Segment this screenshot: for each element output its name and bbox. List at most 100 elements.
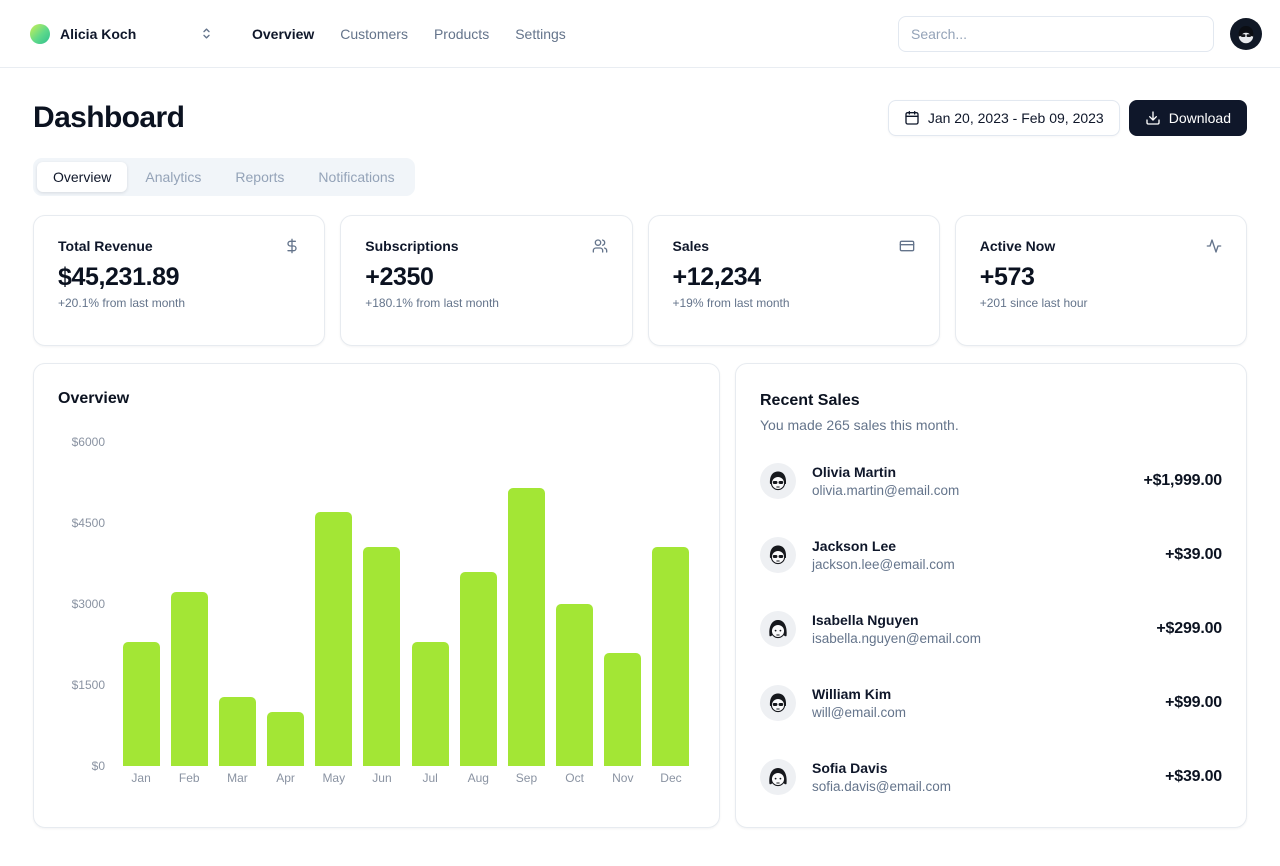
y-axis-tick: $6000 xyxy=(71,435,105,449)
bar-chart: $6000 $4500 $3000 $1500 $0 Jan Feb Mar Apr May Ju… xyxy=(58,435,695,785)
bar-apr xyxy=(267,712,305,766)
bar-oct xyxy=(556,604,594,766)
bar-mar xyxy=(218,697,256,766)
stat-card-change: +20.1% from last month xyxy=(58,296,186,310)
tabs: Overview Analytics Reports Notifications xyxy=(33,158,415,196)
customer-name: Jackson Lee xyxy=(812,538,897,554)
stat-card-header: Subscriptions xyxy=(365,238,607,254)
user-avatar-icon xyxy=(1230,17,1262,50)
sale-info: Isabella Nguyen isabella.nguyen@email.com xyxy=(812,612,981,646)
tab-overview[interactable]: Overview xyxy=(37,162,128,192)
sale-row: Sofia Davis sofia.davis@email.com +$39.00 xyxy=(760,759,1222,795)
sale-amount: +$299.00 xyxy=(1156,620,1222,637)
x-axis-tick: Sep xyxy=(515,771,538,785)
customer-email: will@email.com xyxy=(812,705,906,720)
main-content: Dashboard Jan 20, 2023 - Feb 09, 2023 Do… xyxy=(0,68,1280,828)
bar-aug xyxy=(459,572,497,766)
bar-sep xyxy=(507,488,545,766)
recent-sales-subtitle: You made 265 sales this month. xyxy=(760,417,959,433)
x-axis-tick: Jul xyxy=(422,771,438,785)
stat-card-change: +201 since last hour xyxy=(979,296,1088,310)
customer-avatar xyxy=(760,537,796,573)
bar-column-aug xyxy=(454,572,502,766)
stat-card-change: +19% from last month xyxy=(672,296,790,310)
download-button[interactable]: Download xyxy=(1128,100,1247,136)
y-axis-tick: $4500 xyxy=(71,516,105,530)
topbar-right xyxy=(898,15,1262,52)
download-label: Download xyxy=(1168,110,1231,126)
stat-card-active-now: Active Now +573 +201 since last hour xyxy=(954,215,1247,346)
user-avatar[interactable] xyxy=(1230,17,1262,50)
sale-info: William Kim will@email.com xyxy=(812,686,906,720)
stat-card-total-revenue: Total Revenue $45,231.89 +20.1% from last … xyxy=(33,215,326,346)
tab-reports[interactable]: Reports xyxy=(219,162,300,192)
nav-link-overview[interactable]: Overview xyxy=(252,25,315,42)
bar-jul xyxy=(411,642,449,766)
bar-nov xyxy=(604,653,642,766)
bar-may xyxy=(315,512,353,766)
chart-x-axis: Jan Feb Mar Apr May Jun Jul Aug Sep Oct Nov Dec xyxy=(117,771,695,785)
x-axis-tick: Oct xyxy=(565,771,584,785)
chart-plot: Jan Feb Mar Apr May Jun Jul Aug Sep Oct Nov Dec xyxy=(117,442,695,785)
bar-column-nov xyxy=(599,653,647,766)
sale-info: Olivia Martin olivia.martin@email.com xyxy=(812,464,959,498)
main-grid: Overview $6000 $4500 $3000 $1500 $0 Jan Feb Ma… xyxy=(33,363,1247,828)
y-axis-tick: $0 xyxy=(91,759,105,773)
bar-jun xyxy=(363,547,401,766)
recent-sales-title: Recent Sales xyxy=(760,392,860,409)
search-input[interactable] xyxy=(898,15,1214,52)
caret-sort-icon xyxy=(203,28,210,39)
customer-avatar xyxy=(760,611,796,647)
stat-card-header: Total Revenue xyxy=(58,238,300,254)
sale-amount: +$99.00 xyxy=(1165,694,1222,711)
recent-sales-card: Recent Sales You made 265 sales this mon… xyxy=(735,363,1247,828)
sale-amount: +$39.00 xyxy=(1165,768,1222,785)
stat-card-title: Sales xyxy=(672,238,710,254)
customer-name: Olivia Martin xyxy=(812,464,897,480)
sale-row: Isabella Nguyen isabella.nguyen@email.com… xyxy=(760,611,1222,647)
page-title: Dashboard xyxy=(33,101,185,134)
bar-column-apr xyxy=(262,712,310,766)
x-axis-tick: Jun xyxy=(372,771,392,785)
sale-row: William Kim will@email.com +$99.00 xyxy=(760,685,1222,721)
customer-name: Sofia Davis xyxy=(812,760,888,776)
customer-name: Isabella Nguyen xyxy=(812,612,919,628)
sale-amount: +$39.00 xyxy=(1165,546,1222,563)
stat-card-subscriptions: Subscriptions +2350 +180.1% from last mont… xyxy=(340,215,633,346)
credit-card-icon xyxy=(899,238,915,254)
bar-column-sep xyxy=(502,488,550,766)
x-axis-tick: Nov xyxy=(612,771,634,785)
y-axis-tick: $1500 xyxy=(71,678,105,692)
tab-analytics[interactable]: Analytics xyxy=(129,162,217,192)
bar-column-dec xyxy=(647,547,695,766)
stat-card-header: Sales xyxy=(673,238,915,254)
team-logo-icon xyxy=(30,23,50,44)
customer-name: William Kim xyxy=(812,686,892,702)
date-range-picker[interactable]: Jan 20, 2023 - Feb 09, 2023 xyxy=(887,100,1120,136)
x-axis-tick: Apr xyxy=(276,771,295,785)
team-switcher[interactable]: Alicia Koch xyxy=(30,23,214,44)
main-nav: Overview Customers Products Settings xyxy=(252,26,566,42)
stat-card-sales: Sales +12,234 +19% from last month xyxy=(647,215,940,346)
stat-card-value: $45,231.89 xyxy=(58,263,180,291)
customer-email: sofia.davis@email.com xyxy=(812,779,952,794)
stat-card-value: +2350 xyxy=(365,263,434,291)
bar-column-jun xyxy=(358,547,406,766)
y-axis-tick: $3000 xyxy=(71,597,105,611)
bar-column-mar xyxy=(213,697,261,766)
nav-link-products[interactable]: Products xyxy=(433,25,490,42)
bar-jan xyxy=(122,642,160,766)
stat-card-header: Active Now xyxy=(980,238,1222,254)
chart-y-axis: $6000 $4500 $3000 $1500 $0 xyxy=(58,435,105,773)
sale-info: Sofia Davis sofia.davis@email.com xyxy=(812,760,951,794)
sale-row: Jackson Lee jackson.lee@email.com +$39.00 xyxy=(760,537,1222,573)
tab-notifications[interactable]: Notifications xyxy=(302,162,410,192)
nav-link-settings[interactable]: Settings xyxy=(515,25,566,42)
x-axis-tick: Dec xyxy=(660,771,682,785)
nav-link-customers[interactable]: Customers xyxy=(340,25,408,42)
bar-column-feb xyxy=(165,592,213,766)
chart-title: Overview xyxy=(58,390,130,407)
bar-feb xyxy=(170,592,208,766)
stat-card-title: Total Revenue xyxy=(58,238,153,254)
dollar-sign-icon xyxy=(284,238,300,254)
